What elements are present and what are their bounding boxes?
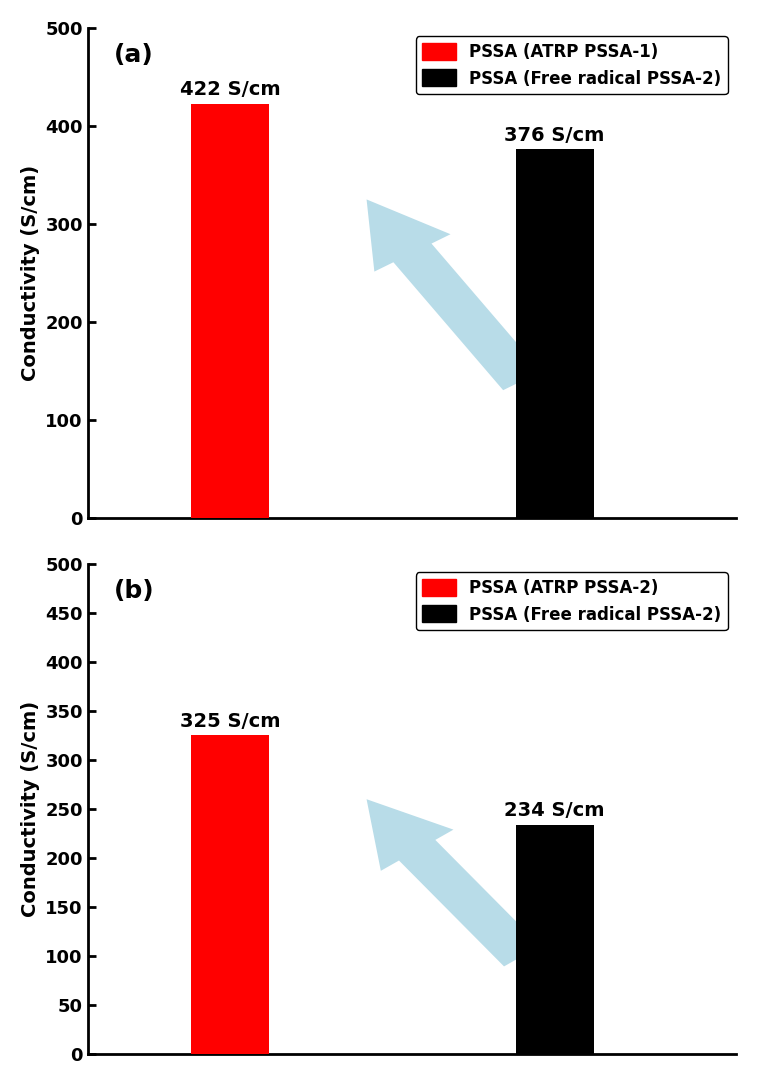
Text: (b): (b): [114, 579, 154, 603]
Text: 325 S/cm: 325 S/cm: [180, 711, 281, 731]
Text: 234 S/cm: 234 S/cm: [504, 800, 605, 820]
Y-axis label: Conductivity (S/cm): Conductivity (S/cm): [21, 165, 40, 381]
Text: (a): (a): [114, 42, 154, 66]
Legend: PSSA (ATRP PSSA-1), PSSA (Free radical PSSA-2): PSSA (ATRP PSSA-1), PSSA (Free radical P…: [416, 36, 727, 94]
Y-axis label: Conductivity (S/cm): Conductivity (S/cm): [21, 700, 40, 917]
Bar: [516, 150, 593, 518]
Text: 422 S/cm: 422 S/cm: [180, 80, 281, 100]
Bar: [192, 104, 269, 518]
Bar: [192, 735, 269, 1055]
Polygon shape: [366, 200, 541, 390]
Legend: PSSA (ATRP PSSA-2), PSSA (Free radical PSSA-2): PSSA (ATRP PSSA-2), PSSA (Free radical P…: [416, 572, 727, 630]
Polygon shape: [366, 799, 540, 967]
Text: 376 S/cm: 376 S/cm: [504, 126, 605, 144]
Bar: [516, 824, 593, 1055]
